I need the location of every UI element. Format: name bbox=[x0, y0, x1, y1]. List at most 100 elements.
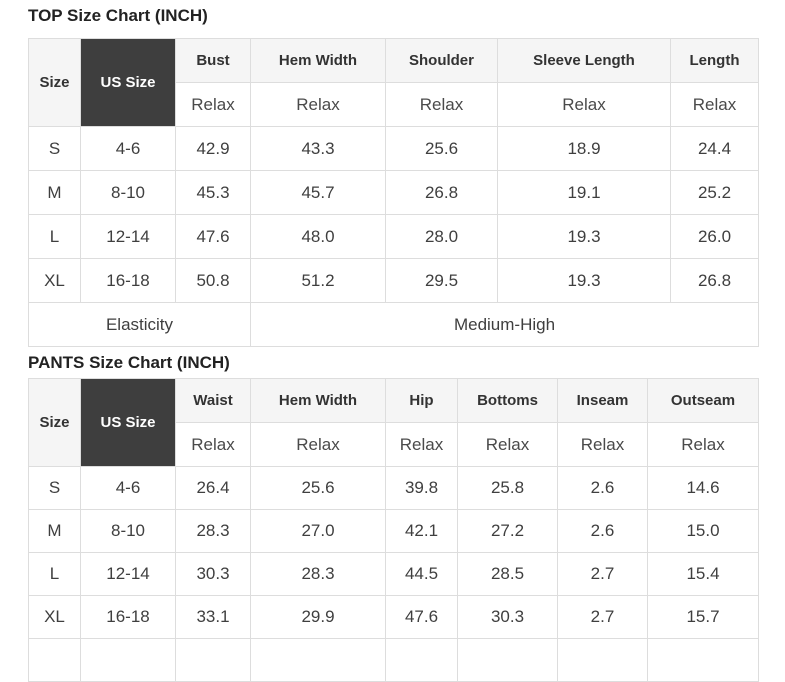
clipped-bottom-row bbox=[28, 638, 759, 682]
fit-row: Relax Relax Relax Relax Relax Relax bbox=[29, 422, 759, 467]
measurement-cell: 25.6 bbox=[250, 466, 386, 510]
measurement-cell: 43.3 bbox=[250, 126, 386, 171]
measurement-column-header: Shoulder bbox=[385, 38, 498, 83]
measurement-cell: 15.4 bbox=[647, 552, 759, 596]
elasticity-row: Elasticity Medium-High bbox=[28, 302, 759, 347]
us-size-cell: 16-18 bbox=[80, 595, 176, 639]
measurement-cell: 39.8 bbox=[385, 466, 458, 510]
fit-type-cell: Relax bbox=[457, 422, 558, 467]
measurement-column-header: Sleeve Length bbox=[497, 38, 671, 83]
size-chart-table: Size US Size Bust Hem Width Shoulder Sleeve L… bbox=[28, 38, 759, 347]
fit-type-cell: Relax bbox=[175, 82, 251, 127]
measurement-cell: 25.6 bbox=[385, 126, 498, 171]
size-column-header: Size bbox=[28, 378, 81, 467]
us-size-cell: 12-14 bbox=[80, 214, 176, 259]
empty-cell bbox=[28, 638, 81, 682]
measurement-cell: 15.0 bbox=[647, 509, 759, 553]
measurement-cell: 48.0 bbox=[250, 214, 386, 259]
us-size-cell: 8-10 bbox=[80, 170, 176, 215]
size-cell: XL bbox=[28, 595, 81, 639]
empty-cell bbox=[457, 638, 558, 682]
measurement-cell: 51.2 bbox=[250, 258, 386, 303]
measurement-cell: 45.3 bbox=[175, 170, 251, 215]
fit-row: Relax Relax Relax Relax Relax bbox=[29, 82, 759, 127]
empty-cell bbox=[647, 638, 759, 682]
size-cell: L bbox=[28, 552, 81, 596]
table-row: XL 16-18 50.8 51.2 29.5 19.3 26.8 bbox=[28, 258, 759, 303]
measurement-column-header: Hem Width bbox=[250, 38, 386, 83]
size-column-header: Size bbox=[28, 38, 81, 127]
measurement-column-header: Inseam bbox=[557, 378, 648, 423]
table-row: M 8-10 45.3 45.7 26.8 19.1 25.2 bbox=[28, 170, 759, 215]
table-row: S 4-6 42.9 43.3 25.6 18.9 24.4 bbox=[28, 126, 759, 171]
us-size-column-header: US Size bbox=[80, 38, 176, 127]
size-chart-table: Size US Size Waist Hem Width Hip Bottoms Insea… bbox=[28, 378, 759, 682]
measurement-cell: 47.6 bbox=[385, 595, 458, 639]
fit-type-cell: Relax bbox=[497, 82, 671, 127]
measurement-cell: 2.6 bbox=[557, 509, 648, 553]
measurement-column-header: Outseam bbox=[647, 378, 759, 423]
us-size-cell: 4-6 bbox=[80, 466, 176, 510]
measurement-cell: 29.5 bbox=[385, 258, 498, 303]
us-size-cell: 4-6 bbox=[80, 126, 176, 171]
fit-type-cell: Relax bbox=[385, 82, 498, 127]
size-cell: M bbox=[28, 509, 81, 553]
measurement-cell: 42.1 bbox=[385, 509, 458, 553]
measurement-cell: 29.9 bbox=[250, 595, 386, 639]
empty-cell bbox=[175, 638, 251, 682]
fit-type-cell: Relax bbox=[175, 422, 251, 467]
measurement-cell: 27.0 bbox=[250, 509, 386, 553]
table-row: M 8-10 28.3 27.0 42.1 27.2 2.6 15.0 bbox=[28, 509, 759, 553]
empty-cell bbox=[250, 638, 386, 682]
table-row: S 4-6 26.4 25.6 39.8 25.8 2.6 14.6 bbox=[28, 466, 759, 510]
elasticity-label-cell: Elasticity bbox=[28, 302, 251, 347]
fit-type-cell: Relax bbox=[250, 422, 386, 467]
measurement-cell: 19.1 bbox=[497, 170, 671, 215]
fit-type-cell: Relax bbox=[385, 422, 458, 467]
fit-type-cell: Relax bbox=[557, 422, 648, 467]
measurement-cell: 26.0 bbox=[670, 214, 759, 259]
size-cell: XL bbox=[28, 258, 81, 303]
measurement-cell: 24.4 bbox=[670, 126, 759, 171]
fit-type-cell: Relax bbox=[670, 82, 759, 127]
pants-size-chart-title: PANTS Size Chart (INCH) bbox=[28, 353, 230, 372]
measurement-column-header: Bust bbox=[175, 38, 251, 83]
table-row: L 12-14 30.3 28.3 44.5 28.5 2.7 15.4 bbox=[28, 552, 759, 596]
measurement-cell: 45.7 bbox=[250, 170, 386, 215]
pants-size-chart-table-container: Size US Size Waist Hem Width Hip Bottoms Insea… bbox=[28, 378, 759, 682]
measurement-cell: 15.7 bbox=[647, 595, 759, 639]
measurement-cell: 28.3 bbox=[175, 509, 251, 553]
table-row: XL 16-18 33.1 29.9 47.6 30.3 2.7 15.7 bbox=[28, 595, 759, 639]
fit-type-cell: Relax bbox=[647, 422, 759, 467]
elasticity-value-cell: Medium-High bbox=[250, 302, 759, 347]
measurement-cell: 28.3 bbox=[250, 552, 386, 596]
us-size-cell: 8-10 bbox=[80, 509, 176, 553]
measurement-cell: 30.3 bbox=[457, 595, 558, 639]
top-size-chart-table-container: Size US Size Bust Hem Width Shoulder Sleeve L… bbox=[28, 38, 759, 347]
empty-cell bbox=[385, 638, 458, 682]
measurement-cell: 2.7 bbox=[557, 595, 648, 639]
size-cell: S bbox=[28, 126, 81, 171]
size-cell: L bbox=[28, 214, 81, 259]
measurement-cell: 28.5 bbox=[457, 552, 558, 596]
us-size-column-header: US Size bbox=[80, 378, 176, 467]
measurement-cell: 44.5 bbox=[385, 552, 458, 596]
measurement-cell: 33.1 bbox=[175, 595, 251, 639]
table-row: L 12-14 47.6 48.0 28.0 19.3 26.0 bbox=[28, 214, 759, 259]
measurement-cell: 26.8 bbox=[670, 258, 759, 303]
measurement-cell: 26.4 bbox=[175, 466, 251, 510]
measurement-cell: 18.9 bbox=[497, 126, 671, 171]
measurement-cell: 47.6 bbox=[175, 214, 251, 259]
measurement-cell: 14.6 bbox=[647, 466, 759, 510]
measurement-column-header: Hip bbox=[385, 378, 458, 423]
measurement-cell: 42.9 bbox=[175, 126, 251, 171]
measurement-cell: 25.2 bbox=[670, 170, 759, 215]
measurement-cell: 2.7 bbox=[557, 552, 648, 596]
empty-cell bbox=[80, 638, 176, 682]
header-row: Size US Size Waist Hem Width Hip Bottoms Insea… bbox=[28, 378, 759, 467]
measurement-cell: 19.3 bbox=[497, 258, 671, 303]
top-size-chart-title: TOP Size Chart (INCH) bbox=[28, 6, 208, 25]
measurement-cell: 2.6 bbox=[557, 466, 648, 510]
us-size-cell: 12-14 bbox=[80, 552, 176, 596]
